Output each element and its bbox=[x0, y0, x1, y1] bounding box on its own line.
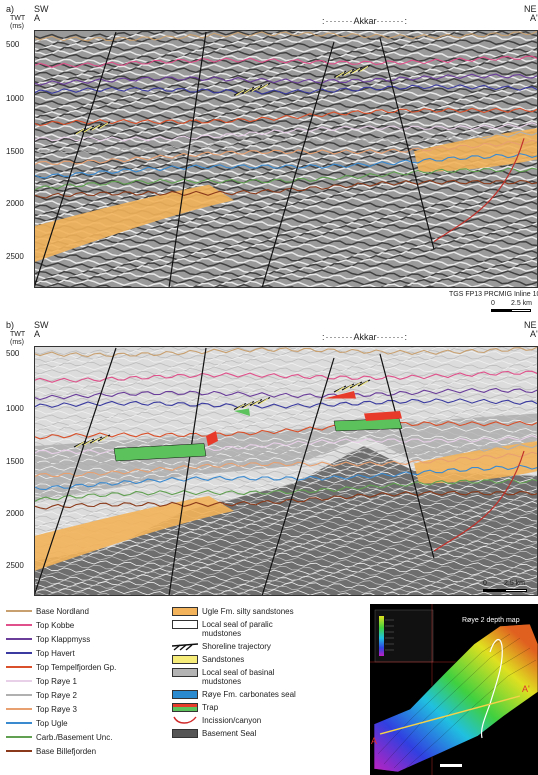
legend-unit-label: Basement Seal bbox=[202, 729, 257, 738]
panel-a-tick-label: 500 bbox=[6, 40, 20, 49]
horizon-lines bbox=[34, 30, 538, 199]
panel-a-left-dir: SW bbox=[34, 4, 49, 14]
legend-fill-swatch bbox=[172, 620, 198, 629]
panel-b-scale-bar bbox=[483, 589, 527, 592]
map-title: Røye 2 depth map bbox=[462, 617, 520, 624]
panel-b-tick-label: 2500 bbox=[6, 561, 24, 570]
legend-horizon-label: Top Havert bbox=[36, 649, 75, 658]
legend-horizon-label: Top Kobbe bbox=[36, 621, 75, 630]
panel-a-credit: TGS FP13 PRCMIG Inline 1040 bbox=[449, 291, 538, 298]
legend-horizon-label: Top Tempelfjorden Gp. bbox=[36, 663, 117, 672]
legend-line-swatch bbox=[6, 750, 32, 752]
panel-b-akkar-label: Akkar bbox=[353, 332, 377, 342]
map-point-a: A bbox=[371, 736, 377, 746]
ugle-sandstone-east bbox=[414, 441, 538, 484]
panel-b-right-point: A' bbox=[530, 329, 538, 339]
panel-a-right-point: A' bbox=[530, 13, 538, 23]
panel-a-scale-value: 2.5 km bbox=[511, 300, 533, 307]
horizon-lines bbox=[34, 346, 538, 510]
legend-line-swatch bbox=[6, 638, 32, 640]
panel-b-left-dir: SW bbox=[34, 320, 49, 330]
panel-b-scale-value: 2.5 km bbox=[504, 580, 526, 587]
panel-b-tick-label: 500 bbox=[6, 349, 20, 358]
ugle-sandstone-west bbox=[34, 184, 234, 263]
legend-line-swatch bbox=[6, 680, 32, 682]
panel-a-right-dir: NE bbox=[524, 4, 537, 14]
legend-line-swatch bbox=[6, 722, 32, 724]
legend-horizon-label: Base Billefjorden bbox=[36, 747, 97, 756]
legend-line-swatch bbox=[6, 610, 32, 612]
panel-b-akkar-bracket: :·······Akkar·······: bbox=[322, 332, 408, 342]
panel-a-scale-zero: 0 bbox=[491, 300, 495, 307]
panel-b-letter: b) bbox=[6, 320, 15, 330]
incision-canyon bbox=[433, 450, 525, 552]
legend-unit-label: Local seal of basinal bbox=[202, 668, 275, 677]
panel-b-tick-label: 1500 bbox=[6, 457, 24, 466]
legend-line-swatch bbox=[6, 736, 32, 738]
panel-a-tick-label: 1500 bbox=[6, 147, 24, 156]
panel-a-akkar-bracket: :·······Akkar·······: bbox=[322, 16, 408, 26]
panel-a-tick-label: 2500 bbox=[6, 252, 24, 261]
trap-swatch bbox=[172, 703, 198, 712]
ugle-sandstone-west bbox=[34, 496, 234, 571]
legend-line-swatch bbox=[6, 694, 32, 696]
panel-a-akkar-label: Akkar bbox=[353, 16, 377, 26]
roye2-depth-map: Røye 2 depth map A A' bbox=[370, 604, 538, 775]
panel-b-scale-zero: 0 bbox=[483, 580, 487, 587]
canyon-icon bbox=[172, 716, 198, 725]
panel-a-letter: a) bbox=[6, 4, 15, 14]
legend-horizon-label: Carb./Basement Unc. bbox=[36, 733, 113, 742]
legend-horizon-label: Top Røye 1 bbox=[36, 677, 77, 686]
panel-b-interpreted-section bbox=[34, 346, 538, 596]
legend-fill-swatch bbox=[172, 607, 198, 616]
legend-unit-label: Ugle Fm. silty sandstones bbox=[202, 607, 294, 616]
legend-fill-swatch bbox=[172, 729, 198, 738]
panel-a-left-point: A bbox=[34, 13, 41, 23]
panel-b-tick-label: 1000 bbox=[6, 404, 24, 413]
legend-horizon-label: Top Røye 3 bbox=[36, 705, 77, 714]
incision-canyon bbox=[433, 138, 525, 243]
panel-b-left-point: A bbox=[34, 329, 41, 339]
panel-b-tick-label: 2000 bbox=[6, 509, 24, 518]
legend-line-swatch bbox=[6, 666, 32, 668]
legend-fill-swatch bbox=[172, 668, 198, 677]
legend-line-swatch bbox=[6, 624, 32, 626]
legend-unit-label: Røye Fm. carbonates seal bbox=[202, 690, 296, 699]
legend-horizon-label: Top Klappmyss bbox=[36, 635, 91, 644]
panel-b-right-dir: NE bbox=[524, 320, 537, 330]
panel-a-tick-label: 1000 bbox=[6, 94, 24, 103]
panel-a-seismic-section bbox=[34, 30, 538, 288]
panel-b-axis-unit-2: (ms) bbox=[10, 339, 24, 346]
legend-unit-label: Sandstones bbox=[202, 655, 245, 664]
faults bbox=[34, 347, 435, 596]
faults bbox=[34, 31, 435, 288]
legend-unit-label: Incission/canyon bbox=[202, 716, 262, 725]
legend-horizon-label: Top Ugle bbox=[36, 719, 68, 728]
panel-a-axis-unit-1: TWT bbox=[10, 15, 26, 22]
legend-unit-label-line2: mudstones bbox=[202, 629, 242, 638]
shoreline-trajectories bbox=[73, 379, 371, 448]
legend-line-swatch bbox=[6, 652, 32, 654]
shoreline-icon bbox=[172, 642, 198, 651]
traps bbox=[113, 391, 403, 462]
legend-fill-swatch bbox=[172, 690, 198, 699]
ugle-sandstone-east bbox=[414, 128, 538, 172]
legend-fill-swatch bbox=[172, 655, 198, 664]
panel-a-tick-label: 2000 bbox=[6, 199, 24, 208]
panel-b-axis-unit-1: TWT bbox=[10, 331, 26, 338]
panel-a-axis-unit-2: (ms) bbox=[10, 23, 24, 30]
legend-unit-label: Local seal of paralic bbox=[202, 620, 273, 629]
shoreline-trajectories bbox=[73, 64, 371, 135]
legend-horizon-label: Base Nordland bbox=[36, 607, 89, 616]
legend-unit-label: Shoreline trajectory bbox=[202, 642, 271, 651]
legend-horizon-label: Top Røye 2 bbox=[36, 691, 77, 700]
legend-unit-label-line2: mudstones bbox=[202, 677, 242, 686]
legend-unit-label: Trap bbox=[202, 703, 219, 712]
legend-line-swatch bbox=[6, 708, 32, 710]
map-point-a-prime: A' bbox=[522, 684, 530, 694]
panel-a-scale-bar bbox=[491, 309, 531, 312]
